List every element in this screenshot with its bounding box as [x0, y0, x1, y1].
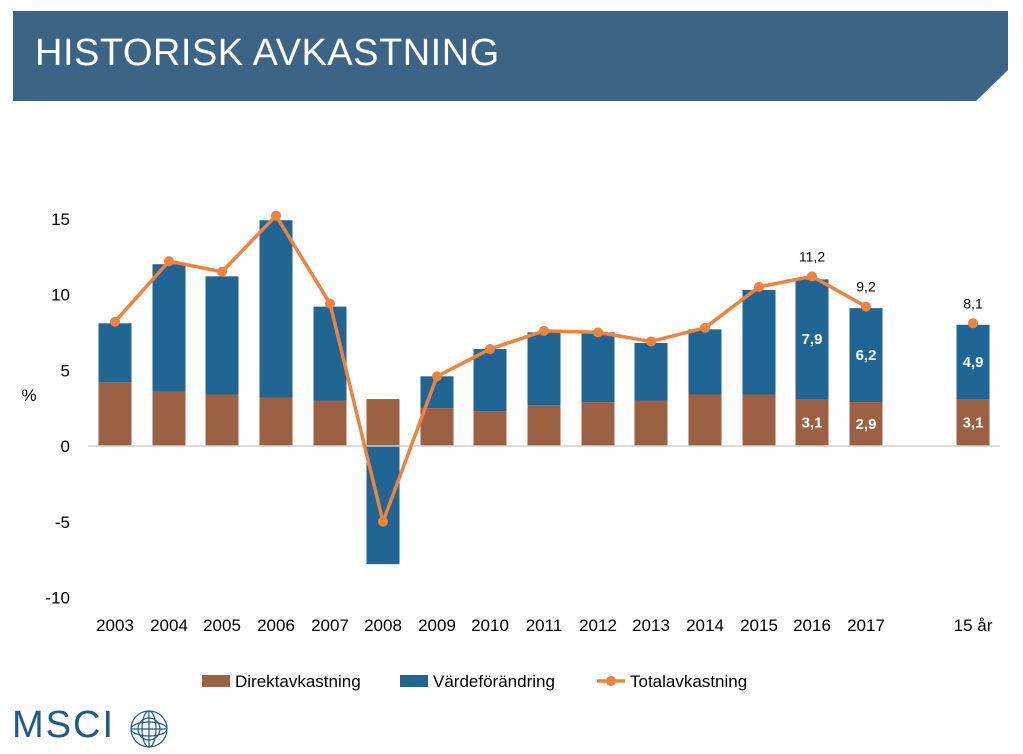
- x-tick-label: 2009: [418, 616, 456, 635]
- point-totalavkastning: [110, 316, 120, 327]
- data-label-totalavkastning: 8,1: [963, 295, 983, 311]
- legend-direktavkastning-swatch: [202, 675, 230, 687]
- y-tick-label: 10: [51, 286, 70, 305]
- msci-logo: MSCI: [12, 702, 172, 752]
- data-label-vardeforandring: 6,2: [856, 347, 877, 364]
- bar-direktavkastning: [581, 402, 615, 446]
- bar-direktavkastning: [473, 411, 507, 446]
- legend-vardeforandring-label: Värdeförändring: [433, 672, 555, 691]
- bar-direktavkastning: [152, 391, 186, 446]
- bar-direktavkastning: [742, 394, 776, 446]
- data-label-direktavkastning: 3,1: [963, 415, 984, 432]
- bar-vardeforandring: [688, 329, 722, 395]
- bar-direktavkastning: [313, 400, 347, 446]
- bar-direktavkastning: [259, 397, 293, 446]
- bar-vardeforandring: [205, 276, 239, 395]
- point-totalavkastning: [217, 266, 227, 277]
- x-tick-label: 2003: [96, 616, 134, 635]
- point-totalavkastning: [271, 210, 281, 221]
- y-tick-label: 0: [61, 437, 70, 456]
- point-totalavkastning: [325, 298, 335, 309]
- y-tick-label: 15: [51, 210, 70, 229]
- bar-vardeforandring: [795, 279, 829, 400]
- point-totalavkastning: [754, 281, 764, 292]
- bar-vardeforandring: [259, 220, 293, 398]
- bar-direktavkastning: [634, 400, 668, 446]
- point-totalavkastning: [807, 271, 817, 282]
- x-tick-label: 2005: [203, 616, 241, 635]
- bar-vardeforandring: [473, 349, 507, 412]
- data-label-vardeforandring: 4,9: [963, 354, 984, 371]
- x-tick-label: 2016: [793, 616, 831, 635]
- bar-direktavkastning: [527, 405, 561, 446]
- title-banner: [13, 11, 1008, 101]
- point-totalavkastning: [593, 327, 603, 338]
- x-tick-label: 2013: [632, 616, 670, 635]
- x-tick-label: 2007: [311, 616, 349, 635]
- y-tick-label: -10: [45, 589, 70, 608]
- data-label-direktavkastning: 3,1: [802, 415, 823, 432]
- bar-vardeforandring: [634, 342, 668, 401]
- legend-totalavkastning-label: Totalavkastning: [630, 672, 747, 691]
- x-tick-label: 2010: [471, 616, 509, 635]
- y-axis-label: %: [21, 386, 36, 405]
- bar-direktavkastning: [420, 408, 454, 446]
- bar-vardeforandring: [98, 323, 132, 383]
- legend-vardeforandring-swatch: [400, 675, 428, 687]
- bar-vardeforandring: [366, 446, 400, 565]
- point-totalavkastning: [432, 371, 442, 382]
- point-totalavkastning: [646, 336, 656, 347]
- bar-direktavkastning: [688, 394, 722, 446]
- x-tick-label: 2008: [364, 616, 402, 635]
- bar-direktavkastning: [849, 402, 883, 446]
- x-tick-label: 2012: [579, 616, 617, 635]
- point-totalavkastning: [861, 301, 871, 312]
- point-totalavkastning: [539, 325, 549, 336]
- data-label-direktavkastning: 2,9: [856, 416, 877, 433]
- point-totalavkastning: [164, 256, 174, 267]
- point-totalavkastning: [968, 318, 978, 329]
- bar-vardeforandring: [152, 264, 186, 392]
- legend-direktavkastning-label: Direktavkastning: [235, 672, 361, 691]
- bar-direktavkastning: [205, 394, 239, 446]
- bar-vardeforandring: [742, 289, 776, 395]
- bar-vardeforandring: [581, 332, 615, 403]
- x-tick-label: 2017: [847, 616, 885, 635]
- bar-direktavkastning: [956, 399, 990, 446]
- point-totalavkastning: [700, 322, 710, 333]
- x-tick-label: 2006: [257, 616, 295, 635]
- bar-direktavkastning: [98, 382, 132, 446]
- point-totalavkastning: [485, 344, 495, 355]
- x-tick-label: 2014: [686, 616, 724, 635]
- y-tick-label: 5: [61, 361, 70, 380]
- x-tick-label: 2004: [150, 616, 188, 635]
- x-tick-label: 2011: [526, 616, 563, 635]
- data-label-vardeforandring: 7,9: [802, 331, 823, 348]
- x-tick-label: 2015: [740, 616, 778, 635]
- title-banner-shape: [13, 11, 1008, 101]
- y-tick-label: -5: [55, 513, 70, 532]
- bar-direktavkastning: [366, 399, 400, 446]
- globe-icon: [130, 710, 168, 748]
- bar-direktavkastning: [795, 399, 829, 446]
- x-tick-label: 15 år: [954, 616, 993, 635]
- bar-vardeforandring: [956, 324, 990, 400]
- data-label-totalavkastning: 11,2: [799, 248, 825, 264]
- bar-vardeforandring: [849, 308, 883, 403]
- legend-totalavkastning-marker: [606, 676, 616, 686]
- data-label-totalavkastning: 9,2: [856, 279, 876, 295]
- page-title: HISTORISK AVKASTNING: [35, 32, 500, 74]
- logo-text: MSCI: [12, 704, 115, 746]
- point-totalavkastning: [378, 516, 388, 527]
- bar-vardeforandring: [527, 332, 561, 406]
